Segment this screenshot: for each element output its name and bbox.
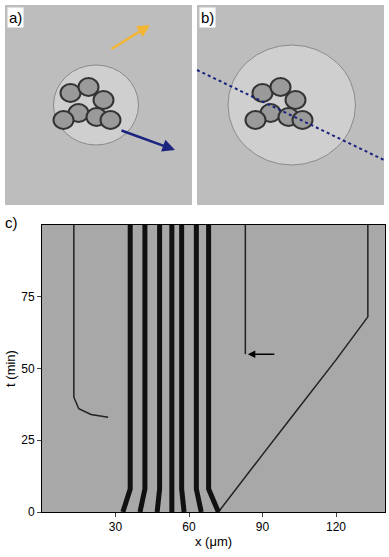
svg-text:x (μm): x (μm) (195, 534, 232, 549)
svg-text:b): b) (201, 9, 214, 26)
svg-text:c): c) (5, 214, 18, 231)
svg-text:a): a) (9, 9, 22, 26)
svg-text:60: 60 (182, 520, 196, 534)
svg-text:120: 120 (326, 520, 346, 534)
svg-text:90: 90 (256, 520, 270, 534)
svg-text:t (min): t (min) (3, 350, 18, 387)
svg-text:75: 75 (21, 290, 35, 304)
svg-text:30: 30 (109, 520, 123, 534)
svg-text:25: 25 (21, 433, 35, 447)
svg-text:50: 50 (21, 362, 35, 376)
svg-text:0: 0 (28, 505, 35, 519)
